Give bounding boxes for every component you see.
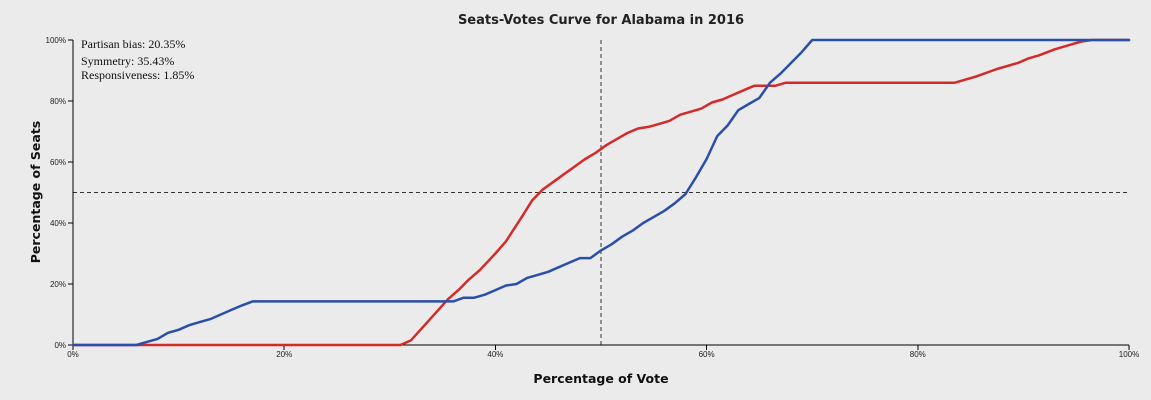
- chart-title: Seats-Votes Curve for Alabama in 2016: [458, 13, 744, 28]
- y-tick-label: 20%: [50, 280, 66, 289]
- series-line-1: [71, 38, 1131, 347]
- stats-box: Partisan bias: 20.35% Symmetry: 35.43% R…: [81, 37, 194, 82]
- x-tick-label: 20%: [276, 350, 292, 359]
- x-tick-label: 100%: [1119, 350, 1139, 359]
- x-tick-label: 40%: [487, 350, 503, 359]
- series-line-2: [71, 38, 1131, 347]
- tick-marks: 0% 20% 40% 60% 80% 100% 0% 20% 40% 60% 80% 100%: [46, 36, 1140, 359]
- x-axis-title: Percentage of Vote: [533, 371, 668, 386]
- y-tick-label: 100%: [46, 36, 66, 45]
- series-layer: [71, 38, 1131, 347]
- x-tick-label: 80%: [910, 350, 926, 359]
- symmetry-stat: Symmetry: 35.43%: [81, 54, 174, 68]
- reference-lines: [73, 40, 1129, 345]
- y-tick-label: 60%: [50, 158, 66, 167]
- y-axis-title: Percentage of Seats: [28, 121, 43, 264]
- y-tick-label: 80%: [50, 97, 66, 106]
- x-tick-label: 60%: [699, 350, 715, 359]
- responsiveness-stat: Responsiveness: 1.85%: [81, 68, 194, 82]
- y-tick-label: 0%: [54, 341, 66, 350]
- partisan-bias-stat: Partisan bias: 20.35%: [81, 37, 185, 51]
- x-tick-label: 0%: [67, 350, 79, 359]
- y-tick-label: 40%: [50, 219, 66, 228]
